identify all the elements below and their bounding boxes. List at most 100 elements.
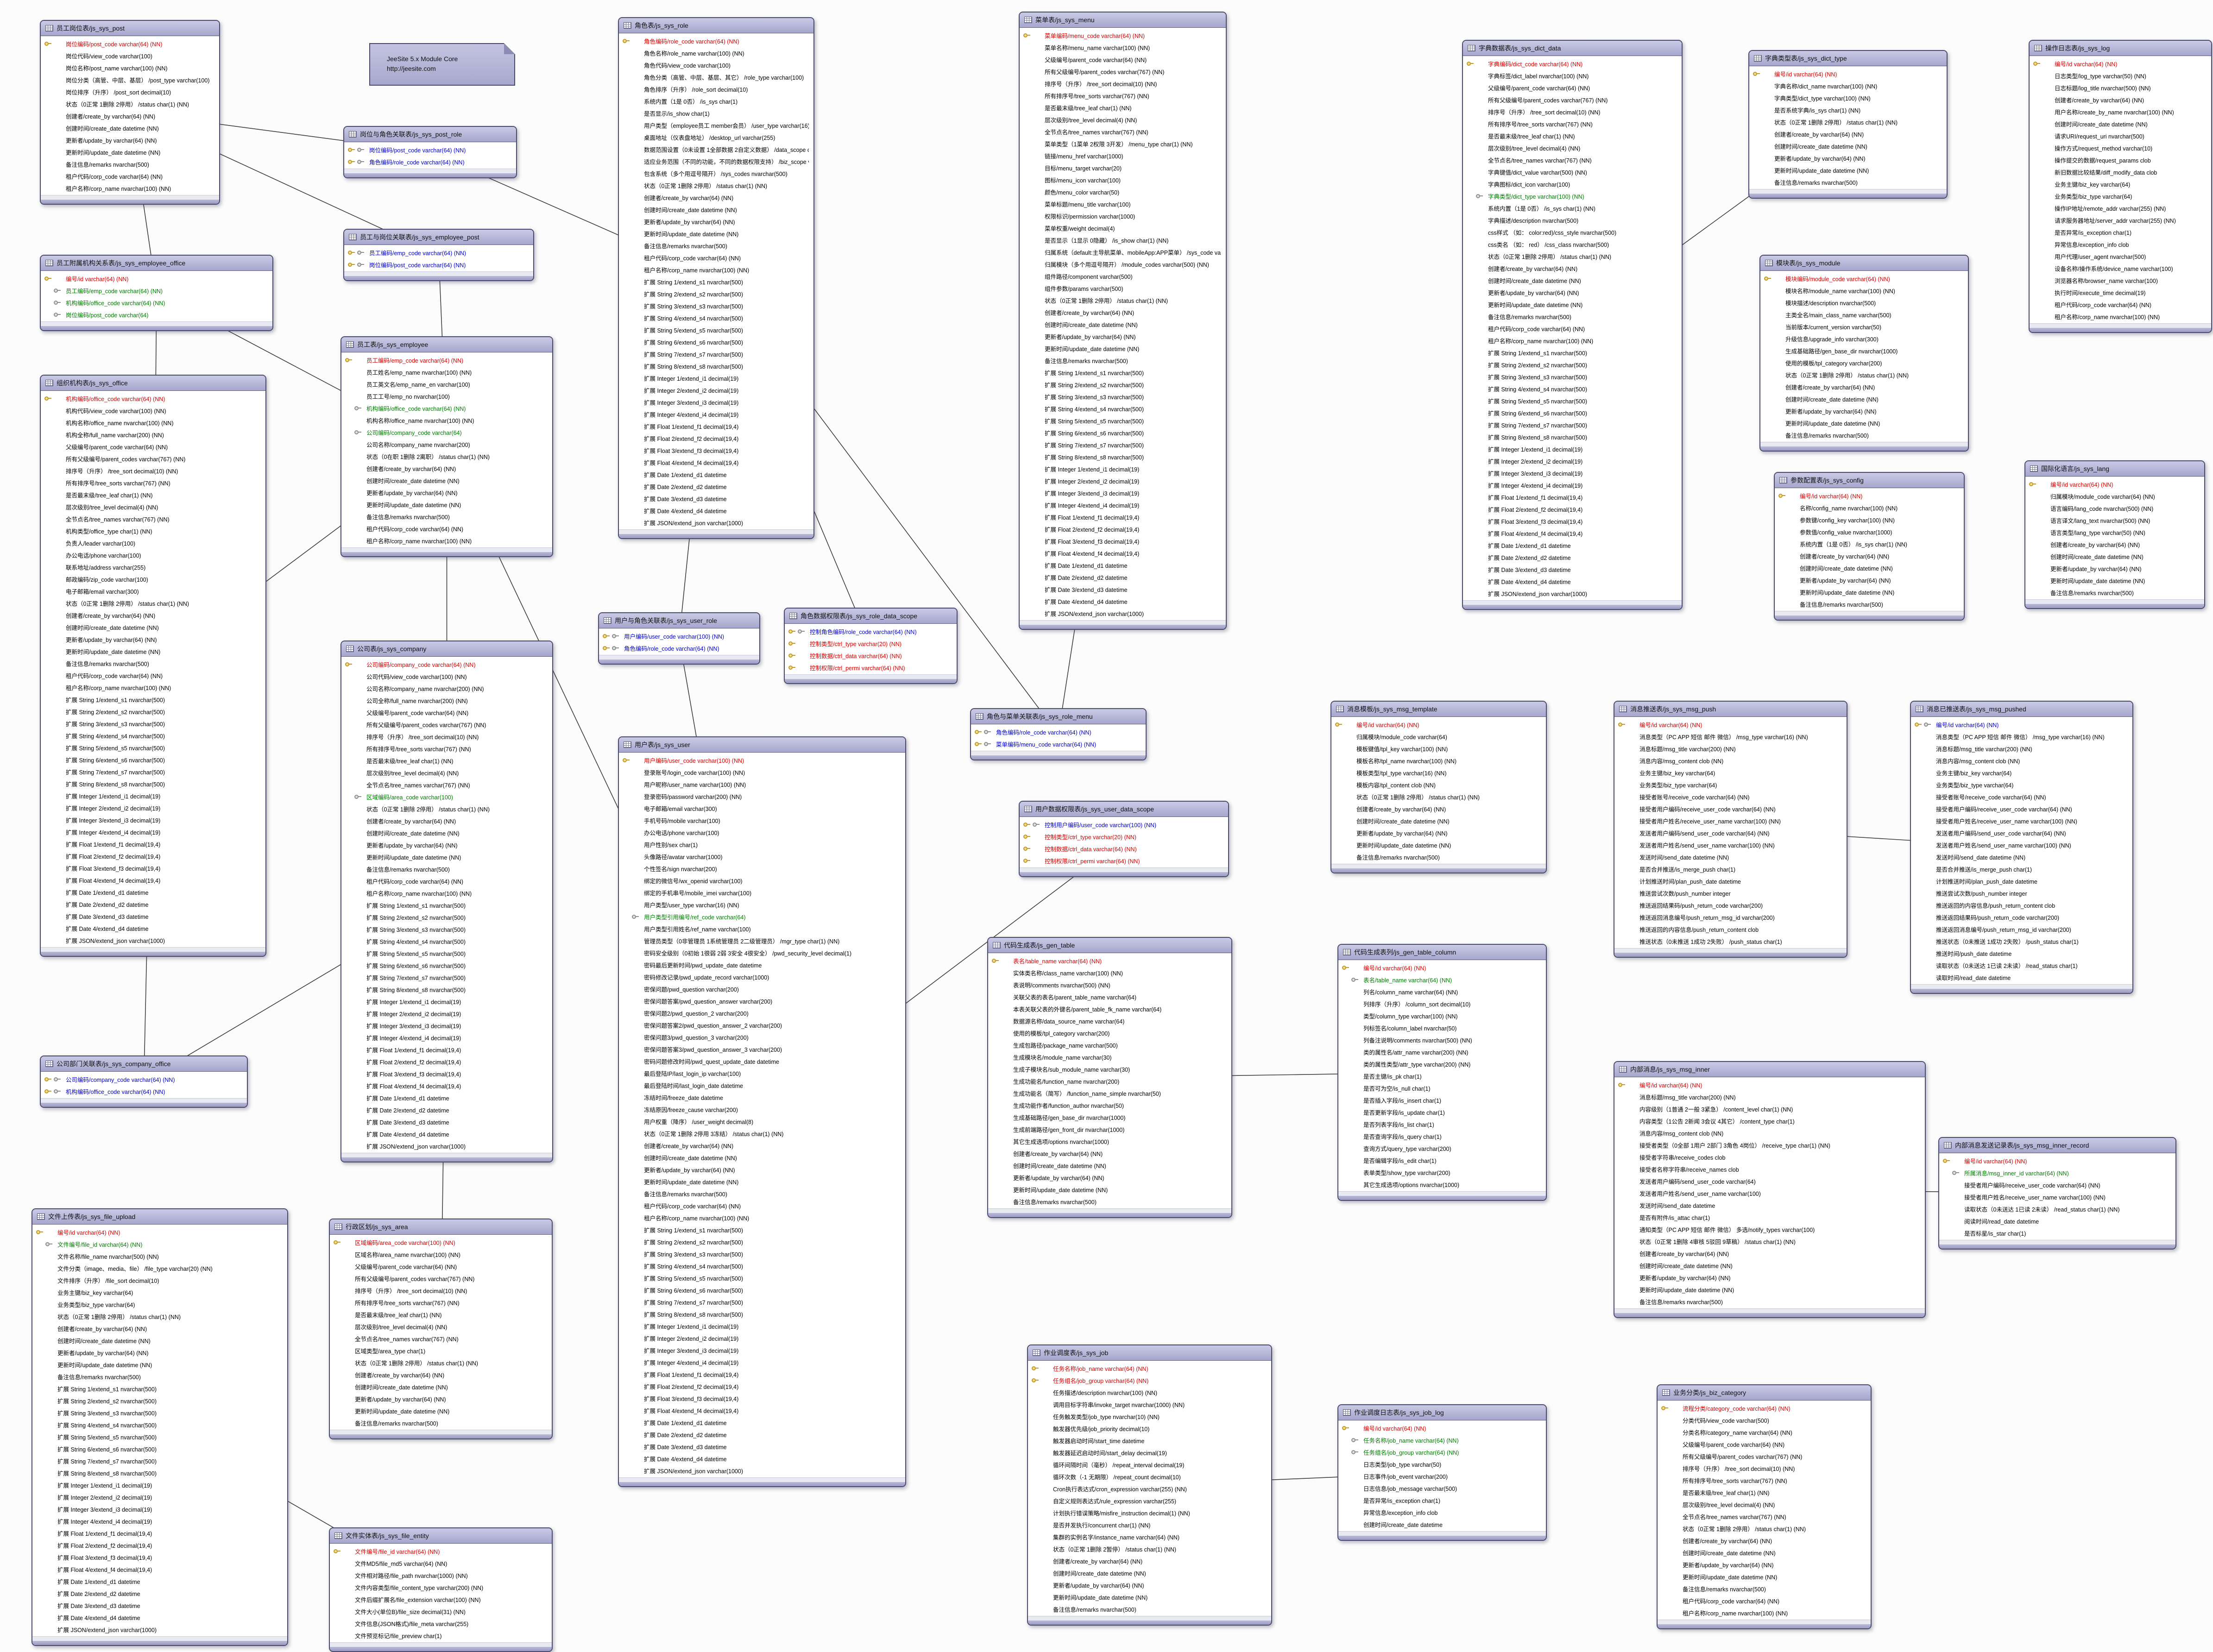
field-row: 扩展 Integer 4/extend_i4 decimal(19) [619,408,813,420]
table-js_sys_role_data_scope[interactable]: 角色数据权限表/js_sys_role_data_scope 控制角色编码/rol… [784,608,958,684]
table-footer [1463,600,1682,605]
field-text: 更新时间/update_date datetime (NN) [1053,1594,1148,1601]
table-js_sys_role[interactable]: 角色表/js_sys_role 角色编码/role_code varchar(64… [618,17,814,539]
table-icon [1343,949,1351,955]
field-row: 备注信息/remarks nvarchar(500) [1028,1603,1271,1615]
foreign-key-icon [1351,1438,1358,1442]
field-text: 发送者用户姓名/send_user_name varchar(100) (NN) [1639,842,1775,849]
field-text: 编号/id varchar(64) (NN) [1774,71,1837,78]
field-row: 岗位代码/view_code varchar(100) [41,50,219,62]
field-text: 创建时间/create_date datetime (NN) [366,830,460,837]
field-text: 扩展 Float 1/extend_f1 decimal(19,4) [1045,514,1140,521]
field-text: 表单类型/show_type varchar(200) [1363,1169,1450,1176]
field-text: 消息标题/msg_title varchar(200) (NN) [1639,746,1736,753]
field-row: 密码修改记录/pwd_update_record varchar(1000) [619,971,905,983]
table-js_gen_table_column[interactable]: 代码生成表列/js_gen_table_column 编号/id varchar(… [1337,944,1547,1201]
field-row: 归属模块（多个用逗号隔开） /module_codes varchar(500)… [1020,258,1226,270]
field-text: 状态（0正常 1删除 2停用） /status char(1) (NN) [1785,372,1909,379]
key-slot [44,312,66,317]
table-js_sys_msg_inner[interactable]: 内部消息/js_sys_msg_inner 编号/id varchar(64) (… [1614,1061,1926,1318]
table-js_sys_role_menu[interactable]: 角色与菜单关联表/js_sys_role_menu 角色编码/role_code … [970,708,1147,760]
table-bottom-bar [341,552,552,556]
table-js_sys_user[interactable]: 用户表/js_sys_user 用户编码/user_code varchar(10… [618,736,906,1487]
table-bottom-bar [785,679,957,683]
table-js_sys_user_role[interactable]: 用户与角色关联表/js_sys_user_role 用户编码/user_code … [598,612,760,665]
table-js_sys_job[interactable]: 作业调度表/js_sys_job 任务名称/job_name varchar(64… [1027,1344,1272,1626]
table-js_sys_user_data_scope[interactable]: 用户数据权限表/js_sys_user_data_scope 控制用户编码/use… [1019,801,1229,877]
table-js_sys_company_office[interactable]: 公司部门关联表/js_sys_company_office 公司编码/compan… [40,1055,248,1108]
field-text: 更新时间/update_date datetime (NN) [1800,589,1895,596]
table-js_sys_dict_type[interactable]: 字典类型表/js_sys_dict_type 编号/id varchar(64) … [1748,50,1948,199]
table-js_sys_post_role[interactable]: 岗位与角色关联表/js_sys_post_role 岗位编码/post_code … [343,126,517,178]
table-js_sys_post[interactable]: 员工岗位表/js_sys_post 岗位编码/post_code varchar(… [40,20,220,205]
field-row: 扩展 Integer 2/extend_i2 decimal(19) [41,802,265,814]
field-row: 扩展 Date 2/extend_d2 datetime [1463,551,1682,563]
field-text: 生成模块名/module_name varchar(30) [1013,1054,1112,1061]
field-row: 模板名称/tpl_name nvarchar(100) (NN) [1331,754,1546,766]
table-js_sys_file_upload[interactable]: 文件上传表/js_sys_file_upload 编号/id varchar(64… [32,1208,288,1646]
field-row: 扩展 String 3/extend_s3 nvarchar(500) [619,1248,905,1260]
table-js_sys_msg_inner_record[interactable]: 内部消息发送记录表/js_sys_msg_inner_record 编号/id v… [1938,1137,2176,1250]
field-row: 密码安全级别（0初始 1很弱 2弱 3安全 4很安全） /pwd_securit… [619,947,905,959]
field-text: 扩展 Date 3/extend_d3 datetime [57,1602,140,1609]
field-row: 列备注说明/comments nvarchar(500) (NN) [1338,1034,1546,1046]
field-text: 集群的实例名字/instance_name varchar(64) (NN) [1053,1534,1179,1541]
field-text: 所有排序号/tree_sorts varchar(767) (NN) [1488,121,1593,128]
table-js_sys_job_log[interactable]: 作业调度日志表/js_sys_job_log 编号/id varchar(64) … [1337,1404,1547,1541]
table-field-list: 编号/id varchar(64) (NN) 所属消息/msg_inner_id … [1939,1153,2175,1240]
table-field-list: 编号/id varchar(64) (NN) 日志类型/log_type varc… [2030,56,2211,323]
field-row: 扩展 Date 1/extend_d1 datetime [41,886,265,898]
field-row: 更新者/update_by varchar(64) (NN) [1760,405,1968,417]
field-row: 扩展 String 8/extend_s8 nvarchar(500) [41,778,265,790]
table-js_sys_company[interactable]: 公司表/js_sys_company 公司编码/company_code varc… [340,641,553,1162]
field-text: 是否主键/is_pk char(1) [1363,1073,1422,1080]
field-text: 备注信息/remarks nvarchar(500) [1785,432,1869,439]
primary-key-icon [788,665,795,670]
field-row: 更新者/update_by varchar(64) (NN) [1658,1558,1871,1570]
table-js_sys_employee_post[interactable]: 员工与岗位关联表/js_sys_employee_post 员工编码/emp_co… [343,229,534,281]
table-footer [1939,1240,2175,1244]
field-text: 扩展 Date 1/extend_d1 datetime [57,1578,140,1585]
field-text: 模板键值/tpl_key varchar(100) (NN) [1356,746,1448,753]
table-js_sys_file_entity[interactable]: 文件实体表/js_sys_file_entity 文件编号/file_id var… [329,1527,553,1652]
key-slot [348,159,369,164]
table-footer [341,1153,552,1157]
table-js_sys_dict_data[interactable]: 字典数据表/js_sys_dict_data 字典编码/dict_code var… [1462,40,1683,610]
field-text: 发送时间/send_date datetime (NN) [1936,854,2026,861]
primary-key-icon [1618,1082,1625,1087]
table-js_sys_msg_template[interactable]: 消息模板/js_sys_msg_template 编号/id varchar(64… [1330,701,1547,873]
key-slot [623,38,644,43]
field-text: 租户名称/corp_name nvarchar(100) (NN) [1488,338,1594,345]
table-js_biz_category[interactable]: 业务分类/js_biz_category 流程分类/category_code v… [1657,1384,1872,1629]
table-js_sys_employee[interactable]: 员工表/js_sys_employee 员工编码/emp_code varchar… [340,336,553,557]
table-js_sys_lang[interactable]: 国际化语言/js_sys_lang 编号/id varchar(64) (NN) 归… [2024,460,2205,609]
table-js_sys_config[interactable]: 参数配置表/js_sys_config 编号/id varchar(64) (NN… [1774,472,1965,621]
field-text: 业务类型/biz_type varchar(64) [57,1301,135,1308]
field-row: 阅读时间/read_date datetime [1939,1215,2175,1227]
table-js_sys_msg_pushed[interactable]: 消息已推送表/js_sys_msg_pushed 编号/id varchar(64… [1910,701,2133,994]
table-title: 国际化语言/js_sys_lang [2041,465,2110,472]
field-row: 扩展 Integer 3/extend_i3 decimal(19) [341,1019,552,1031]
field-text: 扩展 Float 4/extend_f4 decimal(19,4) [644,1407,739,1414]
field-text: 扩展 Float 2/extend_f2 decimal(19,4) [66,853,161,860]
key-slot [1661,1406,1683,1410]
table-js_sys_menu[interactable]: 菜单表/js_sys_menu 菜单编码/menu_code varchar(64… [1019,12,1227,630]
table-field-list: 编号/id varchar(64) (NN) 文件编号/file_id varch… [32,1225,287,1636]
table-js_sys_msg_push[interactable]: 消息推送表/js_sys_msg_push 编号/id varchar(64) (… [1614,701,1847,958]
field-row: 备注信息/remarks nvarchar(500) [1749,176,1947,188]
table-icon [1033,1350,1040,1356]
foreign-key-icon [1924,722,1931,727]
field-row: 租户名称/corp_name nvarchar(100) (NN) [619,264,813,276]
field-text: 创建时间/create_date datetime (NN) [366,477,460,484]
field-row: 密保问题答案2/pwd_question_answer_2 varchar(20… [619,1019,905,1031]
field-text: 内容级别（1普通 2一般 3紧急） /content_level char(1)… [1639,1106,1793,1113]
table-js_sys_office[interactable]: 组织机构表/js_sys_office 机构编码/office_code varc… [40,375,266,957]
field-text: 密码修改记录/pwd_update_record varchar(1000) [644,974,769,981]
table-js_sys_area[interactable]: 行政区划/js_sys_area 区域编码/area_code varchar(1… [329,1219,553,1439]
field-text: 发送者用户编码/send_user_code varchar(64) [1639,1178,1756,1185]
table-js_sys_log[interactable]: 操作日志表/js_sys_log 编号/id varchar(64) (NN) 日志… [2029,40,2212,333]
table-js_sys_employee_office[interactable]: 员工附属机构关系表/js_sys_employee_office 编号/id va… [40,255,273,331]
table-js_gen_table[interactable]: 代码生成表/js_gen_table 表名/table_name varchar(… [987,937,1232,1218]
table-js_sys_module[interactable]: 模块表/js_sys_module 模块编码/module_code varcha… [1759,255,1969,452]
